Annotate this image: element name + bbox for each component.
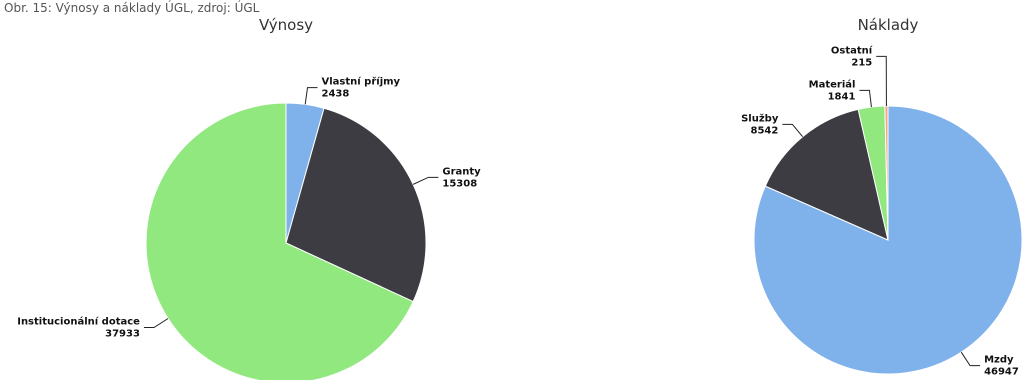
leader-line: [960, 351, 981, 367]
slice-value: 37933: [105, 329, 140, 340]
leader-line: [304, 87, 318, 105]
pie-slice: [764, 108, 889, 241]
slice-label: Mzdy: [984, 355, 1014, 366]
leader-line: [859, 89, 872, 108]
slice-value: 215: [851, 57, 872, 68]
slice-value: 1841: [828, 91, 856, 102]
leader-line: [876, 55, 887, 107]
slice-label: Institucionální dotace: [17, 316, 140, 328]
pie-slice: [285, 107, 427, 303]
slice-label: Materiál: [809, 78, 856, 90]
caption: Obr. 15: Výnosy a náklady ÚGL, zdroj: ÚG…: [4, 0, 260, 15]
slice-label: Služby: [741, 112, 779, 124]
slice-label: Ostatní: [831, 44, 873, 56]
leader-line: [412, 176, 439, 185]
chart-title: Výnosy: [259, 16, 313, 34]
slice-value: 15308: [442, 178, 477, 189]
chart-title: Náklady: [858, 16, 919, 34]
leader-line: [143, 318, 169, 329]
slice-label: Granty: [442, 166, 481, 177]
pie-slice: [884, 105, 889, 241]
leader-line: [782, 123, 804, 138]
slice-value: 8542: [751, 125, 779, 136]
slice-label: Vlastní příjmy: [322, 76, 401, 88]
pie-slice: [145, 102, 414, 380]
slice-value: 2438: [322, 89, 350, 100]
slice-value: 46947: [984, 367, 1019, 378]
